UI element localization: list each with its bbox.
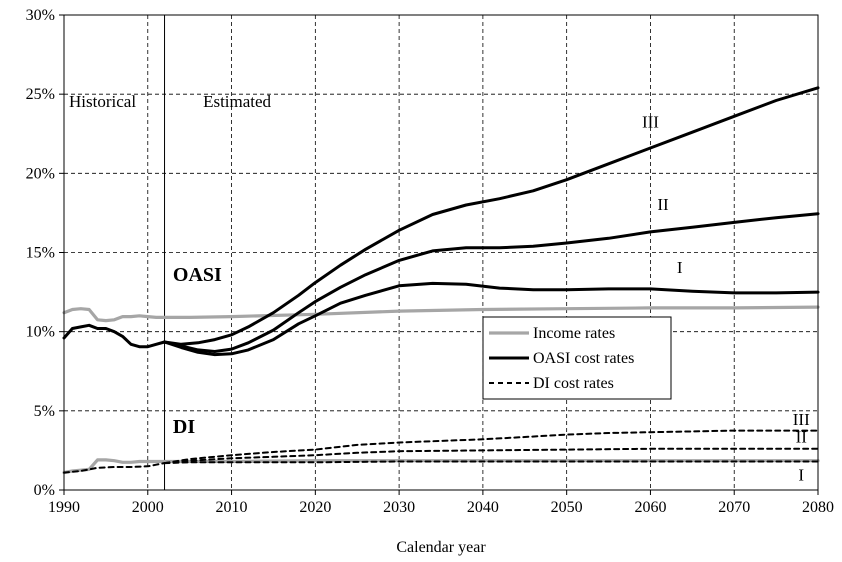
x-axis-label: Calendar year	[396, 539, 486, 556]
series-line-oasi-cost-III	[163, 86, 820, 346]
x-tick-label: 2050	[551, 499, 583, 516]
historical-label: Historical	[69, 92, 136, 111]
series-line-di-cost-III	[163, 429, 819, 465]
y-tick-label: 25%	[26, 86, 55, 103]
legend: Income rates OASI cost rates DI cost rates	[482, 316, 672, 400]
x-tick-label: 2080	[802, 499, 834, 516]
y-tick-label: 5%	[34, 403, 55, 420]
x-tick-label: 2000	[132, 499, 164, 516]
x-tick-label: 2040	[467, 499, 499, 516]
legend-label: Income rates	[533, 325, 615, 342]
y-tick-label: 30%	[26, 7, 55, 24]
legend-entries: Income rates OASI cost rates DI cost rates	[489, 325, 634, 392]
series-line-di-cost-hist	[63, 462, 166, 474]
y-tick-label: 10%	[26, 324, 55, 341]
estimated-label: Estimated	[203, 92, 271, 111]
y-tick-label: 0%	[34, 482, 55, 499]
series-line-oasi-cost-I	[163, 281, 820, 357]
series-label: I	[677, 258, 683, 277]
series-line-oasi-cost-hist	[62, 323, 166, 349]
y-axis-ticks: 0% 5% 10% 15% 20% 25% 30%	[26, 7, 64, 499]
x-tick-label: 2020	[299, 499, 331, 516]
group-label-di: DI	[173, 416, 195, 438]
series-lines	[62, 86, 820, 475]
gridlines	[64, 15, 818, 490]
x-tick-label: 2030	[383, 499, 415, 516]
series-label: III	[793, 410, 810, 429]
series-label: II	[657, 195, 669, 214]
series-label: I	[798, 466, 804, 485]
x-axis-ticks: 1990 2000 2010 2020 2030 2040 2050 2060 2070 2080	[48, 490, 834, 516]
series-line-oasi-cost-II	[163, 212, 820, 353]
legend-label: DI cost rates	[533, 375, 614, 392]
legend-label: OASI cost rates	[533, 350, 634, 367]
series-line-oasi-income	[62, 305, 820, 323]
y-tick-label: 15%	[26, 245, 55, 262]
series-label: II	[796, 428, 808, 447]
group-annotations: OASI DI	[173, 264, 222, 438]
x-tick-label: 2010	[216, 499, 248, 516]
x-tick-label: 1990	[48, 499, 80, 516]
x-tick-label: 2070	[718, 499, 750, 516]
y-tick-label: 20%	[26, 165, 55, 182]
group-label-oasi: OASI	[173, 264, 222, 286]
series-line-di-cost-I	[163, 460, 819, 465]
x-tick-label: 2060	[634, 499, 666, 516]
series-line-di-cost-II	[163, 447, 819, 465]
series-label: III	[642, 112, 659, 131]
